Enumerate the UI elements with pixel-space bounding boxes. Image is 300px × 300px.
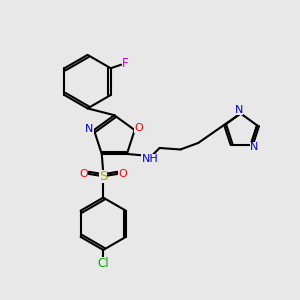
Text: N: N <box>250 142 258 152</box>
Text: Cl: Cl <box>98 257 109 270</box>
Text: N: N <box>235 106 243 116</box>
Text: O: O <box>134 123 142 133</box>
Text: F: F <box>122 57 129 70</box>
Text: S: S <box>99 170 107 183</box>
Text: O: O <box>80 169 88 179</box>
Text: NH: NH <box>141 154 158 164</box>
Text: O: O <box>118 169 127 179</box>
Text: N: N <box>85 124 94 134</box>
